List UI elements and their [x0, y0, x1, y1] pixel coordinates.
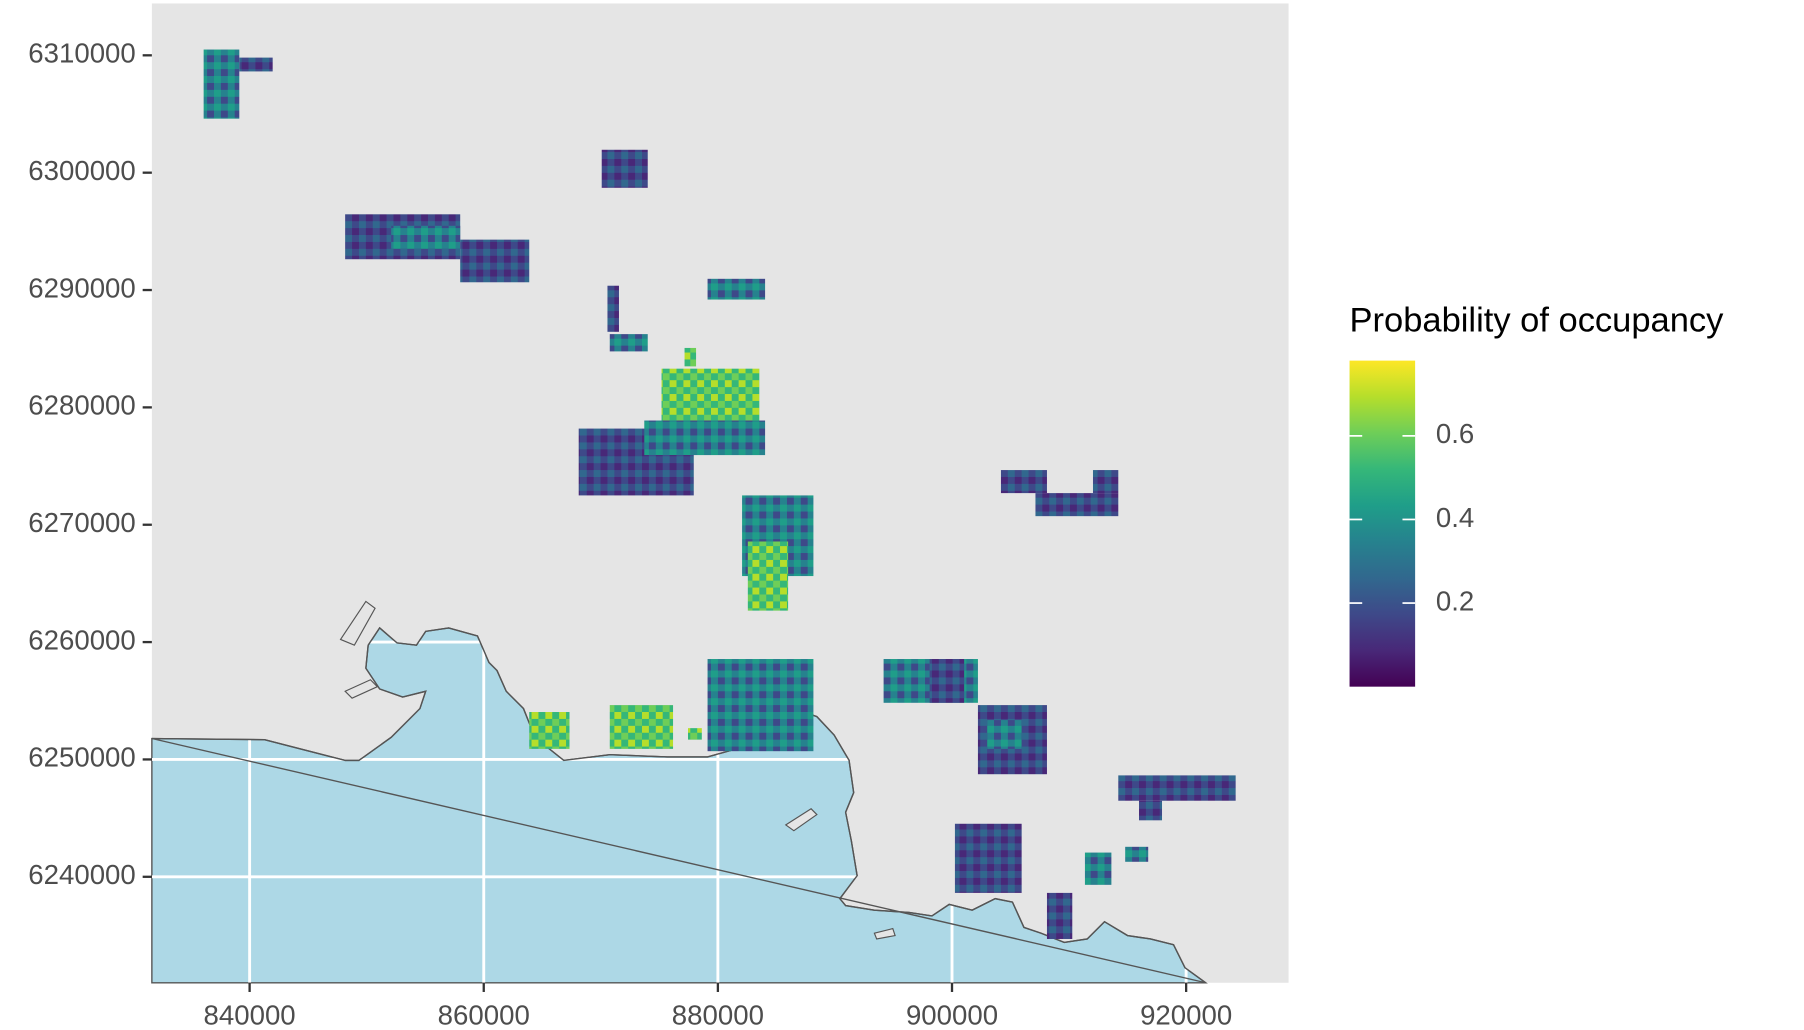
- x-tick-label: 900000: [906, 1000, 998, 1030]
- x-tick-label: 860000: [438, 1000, 530, 1030]
- raster-patch: [609, 334, 648, 352]
- raster-patch: [239, 57, 273, 72]
- raster-patch: [954, 823, 1022, 893]
- raster-patch: [1000, 470, 1047, 494]
- raster-patch: [707, 278, 766, 300]
- raster-patch: [707, 659, 814, 752]
- raster-patch: [607, 285, 619, 332]
- y-tick-label: 6250000: [28, 742, 135, 773]
- raster-patch: [1046, 892, 1073, 939]
- colorbar-tick-label: 0.4: [1436, 502, 1474, 533]
- raster-patch: [203, 49, 240, 119]
- legend-title: Probability of occupancy: [1350, 302, 1725, 340]
- raster-patch: [1084, 852, 1112, 885]
- raster-patch: [688, 728, 702, 740]
- raster-patch: [1118, 775, 1236, 801]
- colorbar-tick-label: 0.6: [1436, 418, 1474, 449]
- raster-patch: [929, 659, 965, 703]
- raster-patch: [601, 149, 648, 188]
- y-tick-label: 6260000: [28, 624, 135, 655]
- y-tick-label: 6280000: [28, 390, 135, 421]
- x-tick-label: 880000: [672, 1000, 764, 1030]
- x-tick-label: 920000: [1140, 1000, 1232, 1030]
- raster-patch: [747, 541, 789, 611]
- raster-patch: [391, 225, 461, 249]
- y-tick-label: 6240000: [28, 859, 135, 890]
- raster-patch: [1092, 470, 1119, 494]
- raster-patch: [661, 368, 760, 427]
- raster-patch: [609, 705, 674, 749]
- y-tick-label: 6270000: [28, 507, 135, 538]
- raster-patch: [1139, 800, 1163, 821]
- raster-patch: [987, 720, 1022, 749]
- y-tick-label: 6300000: [28, 155, 135, 186]
- colorbar-tick-label: 0.2: [1436, 585, 1474, 616]
- y-tick-label: 6310000: [28, 38, 135, 69]
- axes: 6240000 6250000 6260000 6270000 6280000 62900…: [28, 38, 1232, 1030]
- raster-patch: [460, 239, 530, 283]
- raster-patch: [529, 712, 570, 749]
- raster-patch: [1035, 493, 1119, 517]
- y-tick-label: 6290000: [28, 272, 135, 303]
- colorbar: [1349, 360, 1416, 687]
- raster-patch: [644, 420, 766, 456]
- islands: [339, 600, 896, 940]
- occupancy-raster: [203, 49, 1236, 939]
- x-tick-label: 840000: [204, 1000, 296, 1030]
- raster-patch: [684, 347, 697, 367]
- raster-patch: [1125, 846, 1149, 862]
